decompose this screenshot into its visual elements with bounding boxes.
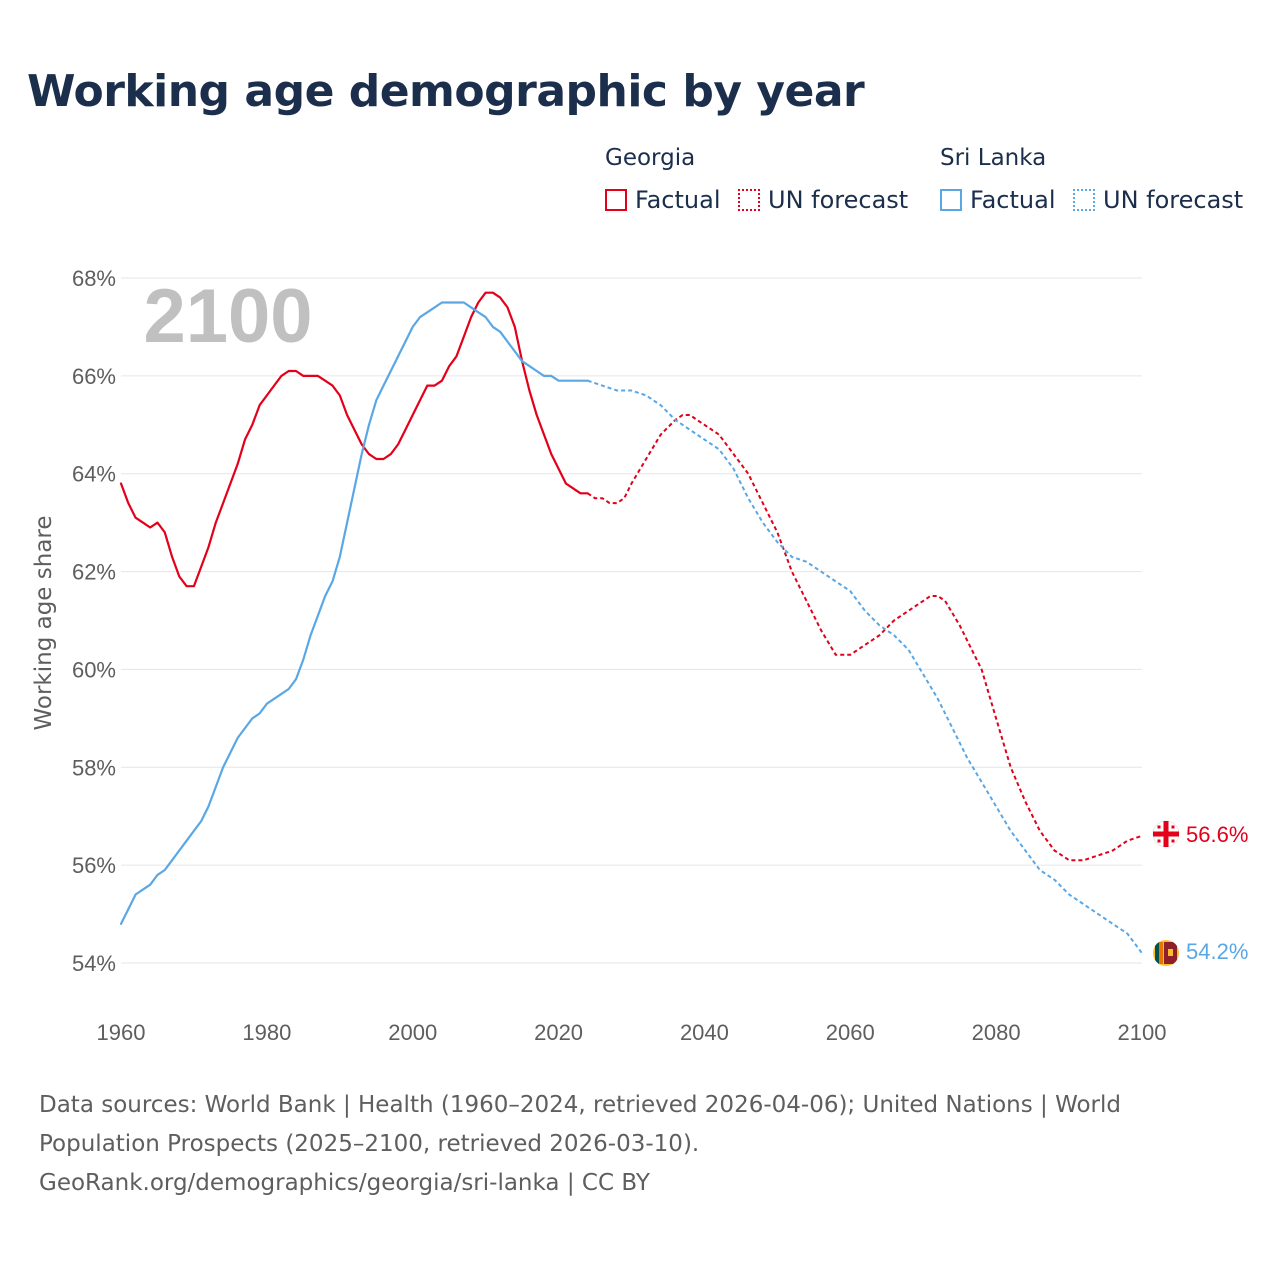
legend-swatch-dotted-red	[738, 189, 760, 211]
series-line-georgia-factual[interactable]	[119, 291, 589, 588]
series-lines	[119, 291, 1143, 954]
legend-georgia-factual[interactable]: Factual	[605, 186, 721, 214]
georgia-flag-icon	[1152, 820, 1180, 848]
series-line-sri-lanka-forecast[interactable]	[587, 379, 1143, 954]
legend-group-georgia: Georgia	[605, 145, 696, 171]
y-axis-label: Working age share	[31, 515, 57, 730]
end-label-georgia: 56.6%	[1186, 822, 1248, 847]
y-tick-label: 54%	[72, 951, 116, 976]
y-tick-label: 62%	[72, 560, 116, 585]
legend-sri-lanka-forecast[interactable]: UN forecast	[1073, 186, 1243, 214]
x-tick-label: 2060	[826, 1020, 875, 1045]
y-tick-label: 58%	[72, 755, 116, 780]
y-tick-label: 60%	[72, 657, 116, 682]
y-tick-label: 56%	[72, 853, 116, 878]
y-tick-label: 64%	[72, 462, 116, 487]
x-tick-label: 2020	[534, 1020, 583, 1045]
sri-lanka-flag-icon	[1153, 940, 1179, 966]
x-tick-label: 2000	[388, 1020, 437, 1045]
y-tick-label: 66%	[72, 364, 116, 389]
legend-group-sri-lanka: Sri Lanka	[940, 145, 1047, 171]
x-tick-label: 1980	[242, 1020, 291, 1045]
legend-label: UN forecast	[1103, 186, 1244, 214]
legend-label: UN forecast	[768, 186, 909, 214]
x-axis-ticks: 1960 1980 2000 2020 2040 2060 2080 2100	[97, 1020, 1167, 1045]
legend-label: Factual	[970, 186, 1056, 214]
x-tick-label: 2100	[1118, 1020, 1167, 1045]
y-axis-ticks: 54% 56% 58% 60% 62% 64% 66% 68%	[72, 266, 116, 976]
legend-georgia-forecast[interactable]: UN forecast	[738, 186, 908, 214]
year-watermark: 2100	[143, 274, 312, 359]
y-tick-label: 68%	[72, 266, 116, 291]
x-tick-label: 2080	[972, 1020, 1021, 1045]
footer-credit[interactable]: GeoRank.org/demographics/georgia/sri-lan…	[39, 1170, 650, 1196]
legend-label: Factual	[635, 186, 721, 214]
line-chart: 54% 56% 58% 60% 62% 64% 66% 68% 1960 1980 2000 202…	[31, 266, 1248, 1045]
chart-title: Working age demographic by year	[27, 66, 865, 117]
series-line-sri-lanka-factual[interactable]	[119, 301, 589, 925]
series-line-georgia-forecast[interactable]	[587, 414, 1143, 862]
footer-sources: Data sources: World Bank | Health (1960–…	[39, 1092, 1121, 1157]
legend-sri-lanka-factual[interactable]: Factual	[940, 186, 1056, 214]
x-tick-label: 2040	[680, 1020, 729, 1045]
legend-swatch-dotted-blue	[1073, 189, 1095, 211]
legend-swatch-solid-red	[605, 189, 627, 211]
x-tick-label: 1960	[97, 1020, 146, 1045]
end-label-sri-lanka: 54.2%	[1186, 939, 1248, 964]
legend-swatch-solid-blue	[940, 189, 962, 211]
gridlines	[121, 277, 1142, 964]
footer: Data sources: World Bank | Health (1960–…	[39, 1086, 1159, 1203]
